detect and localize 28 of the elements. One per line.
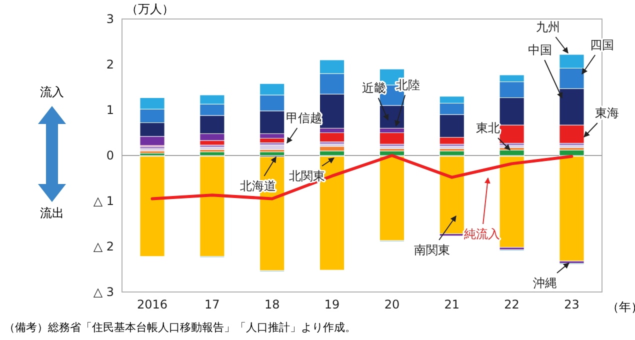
y-tick-label: 1 xyxy=(106,102,114,117)
annotation: 九州 xyxy=(536,20,560,34)
y-tick-label: 2 xyxy=(106,57,114,72)
x-tick-label: 20 xyxy=(384,298,400,312)
annotation: 四国 xyxy=(590,38,614,52)
annotation: 南関東 xyxy=(414,243,450,258)
x-tick-label: 18 xyxy=(264,298,280,312)
text: （備考）総務省「住民基本台帳人口移動報告」「人口推計」より作成。 xyxy=(4,321,356,334)
annotation: 中国 xyxy=(528,43,552,58)
y-axis-title: （万人） xyxy=(126,2,174,16)
y-tick-label: △ 1 xyxy=(93,194,114,208)
text: 流入 xyxy=(40,85,64,99)
annotation: 東海 xyxy=(595,106,619,120)
x-tick-label: 17 xyxy=(204,298,220,312)
text: 流出 xyxy=(40,206,64,220)
annotation: 沖縄 xyxy=(533,276,557,290)
x-tick-label: 22 xyxy=(504,298,520,312)
annotation: 東北 xyxy=(476,121,500,136)
x-tick-label: 2016 xyxy=(136,298,168,312)
x-tick-label: 19 xyxy=(324,298,340,312)
y-tick-label: △ 3 xyxy=(93,284,114,299)
annotation: 純流入 xyxy=(464,227,500,242)
y-tick-label: 3 xyxy=(106,12,114,26)
x-tick-label: 21 xyxy=(444,298,460,312)
y-tick-label: △ 2 xyxy=(93,239,114,254)
x-axis-title: （年） xyxy=(607,300,635,314)
x-tick-label: 23 xyxy=(564,298,580,312)
y-tick-label: 0 xyxy=(106,148,114,162)
